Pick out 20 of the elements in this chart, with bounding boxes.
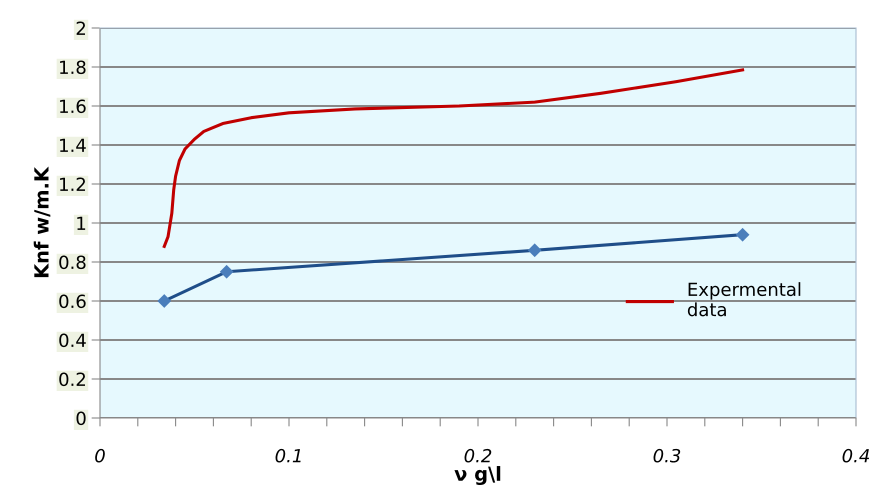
- y-tick-label: 1.6: [60, 99, 86, 114]
- y-tick-label: 2: [76, 21, 85, 35]
- y-tick-label: 0.4: [59, 333, 86, 348]
- x-tick-label: 0: [95, 448, 105, 463]
- x-axis-title: ν g\l: [454, 466, 500, 485]
- y-tick-label: 0.6: [59, 294, 86, 308]
- y-axis-title: Knf w/m.K: [34, 166, 50, 278]
- y-tick-label: 1: [77, 216, 86, 230]
- y-tick-label: 0: [76, 411, 86, 426]
- y-tick-label: 0.2: [59, 372, 85, 386]
- line-series: [162, 68, 744, 248]
- y-tick-label: 1.2: [60, 177, 85, 191]
- x-tick-label: 0.3: [654, 448, 680, 463]
- x-tick-label: 0.4: [842, 448, 870, 463]
- y-tick-label: 1.4: [60, 138, 86, 152]
- x-tick-label: 0.2: [464, 448, 492, 463]
- y-tick-label: 1.8: [60, 60, 86, 74]
- x-tick-label: 0.1: [276, 448, 301, 463]
- y-tick-label: 0.8: [59, 255, 86, 270]
- legend-label: Expermental data: [688, 282, 800, 316]
